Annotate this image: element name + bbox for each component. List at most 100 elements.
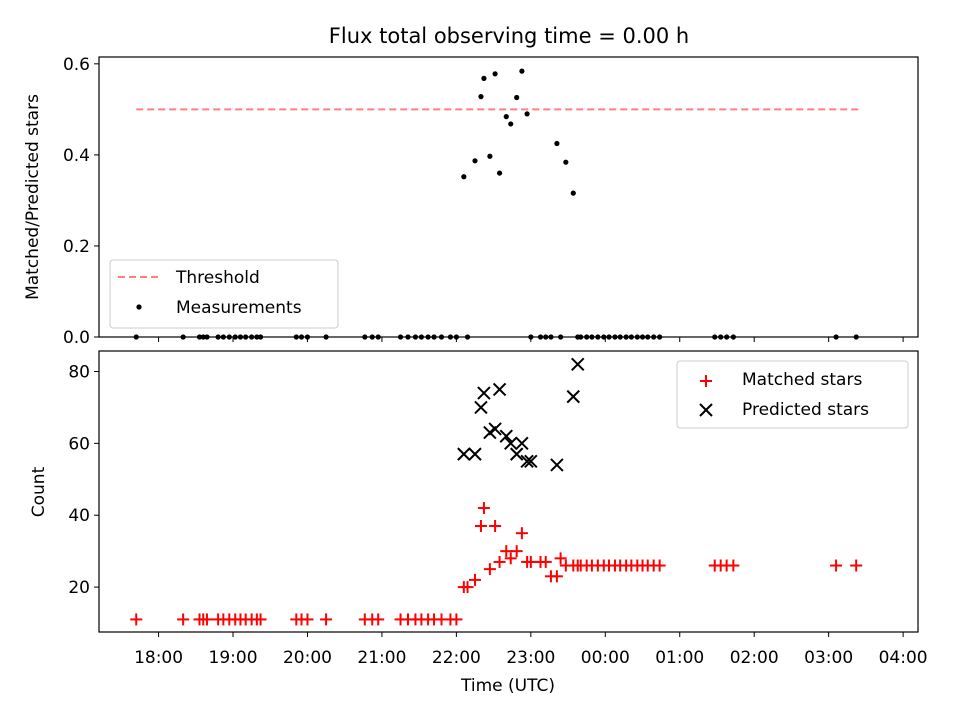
predicted-stars-point (550, 458, 564, 472)
time-x-tick-label: 18:00 (134, 648, 183, 668)
count-panel-frame (98, 350, 919, 633)
measurements-legend-label: Measurements (176, 298, 302, 318)
predicted-stars-point (492, 382, 507, 397)
time-x-tick-label: 21:00 (357, 648, 406, 668)
ratio-y-tick-label: 0.0 (63, 328, 90, 348)
count-marks (130, 357, 863, 626)
matched-stars-point (177, 613, 190, 626)
predicted-stars-point (457, 447, 471, 461)
matched-stars-point (200, 613, 213, 626)
measurement-point (519, 68, 525, 74)
ratio-panel: 0.0 0.2 0.4 0.6 Matched/Predicted stars Thr… (23, 55, 919, 348)
matched-legend-swatch (700, 375, 712, 387)
count-legend: Matched stars Predicted stars (676, 360, 909, 429)
measurement-point (503, 114, 509, 120)
count-y-tick-label: 20 (68, 578, 90, 598)
matched-stars-point (515, 527, 528, 540)
ratio-y-tick-label: 0.2 (63, 237, 90, 257)
time-x-tick-label: 23:00 (506, 648, 555, 668)
predicted-stars-point (474, 400, 488, 415)
matched-stars-point (510, 545, 523, 558)
count-y-tick-label: 60 (68, 434, 90, 454)
measurement-point (472, 158, 478, 164)
predicted-stars-point (477, 386, 491, 400)
matched-stars-point (830, 559, 843, 572)
predicted-legend-swatch (699, 403, 713, 417)
measurement-point (524, 111, 530, 117)
matched-stars-point (254, 613, 267, 626)
time-x-tick-label: 04:00 (879, 648, 928, 668)
matched-stars-point (727, 559, 740, 572)
measurement-point (563, 159, 569, 165)
matched-stars-point (850, 559, 863, 572)
matched-stars-point (539, 555, 552, 568)
measurement-point (514, 94, 520, 101)
predicted-stars-point (524, 454, 538, 469)
matched-stars-point (372, 613, 385, 626)
measurement-point (492, 71, 498, 77)
ratio-y-ticks: 0.0 0.2 0.4 0.6 (63, 55, 99, 348)
predicted-legend-label: Predicted stars (742, 400, 869, 420)
predicted-stars-point (468, 447, 482, 461)
figure-title: Flux total observing time = 0.00 h (329, 24, 689, 48)
matched-stars-point (653, 559, 666, 572)
predicted-stars-point (515, 436, 529, 451)
measurement-point (461, 174, 467, 180)
matched-stars-point (500, 545, 513, 558)
matched-stars-point (474, 519, 487, 532)
threshold-legend-label: Threshold (175, 268, 260, 288)
measurement-point (554, 140, 560, 147)
count-y-axis-label: Count (29, 466, 49, 517)
count-x-ticks: 18:00 19:00 20:00 21:00 22:00 23:00 00:00 01:00… (134, 632, 928, 668)
count-y-ticks: 20 40 60 80 (68, 362, 99, 598)
matched-stars-point (477, 502, 490, 515)
measurement-point (487, 153, 493, 159)
ratio-x-ticks (158, 337, 904, 342)
predicted-stars-point (520, 454, 534, 469)
measurements-legend-swatch (136, 304, 142, 310)
matched-stars-point (468, 573, 481, 586)
matched-legend-label: Matched stars (742, 370, 862, 390)
ratio-panel-frame (98, 56, 919, 338)
matched-stars-point (493, 555, 506, 568)
matched-stars-point (130, 613, 143, 626)
measurement-point (496, 170, 503, 176)
ratio-legend-box (109, 259, 339, 329)
ratio-y-tick-label: 0.6 (63, 55, 90, 75)
matched-stars-point (461, 581, 474, 594)
ratio-legend: Threshold Measurements (109, 259, 339, 329)
time-x-axis-label: Time (UTC) (460, 676, 555, 696)
predicted-stars-point (571, 357, 585, 372)
time-x-tick-label: 22:00 (432, 648, 481, 668)
matched-stars-point (550, 570, 563, 583)
count-legend-box (676, 360, 909, 429)
time-x-tick-label: 03:00 (804, 648, 853, 668)
time-x-tick-label: 01:00 (655, 648, 704, 668)
predicted-stars-point (504, 436, 518, 451)
ratio-y-tick-label: 0.4 (63, 146, 90, 166)
ratio-marks (133, 68, 859, 340)
matched-stars-point (504, 552, 517, 565)
matched-stars-point (489, 519, 502, 532)
time-x-tick-label: 19:00 (209, 648, 258, 668)
matched-stars-point (450, 613, 463, 626)
time-x-tick-label: 02:00 (730, 648, 779, 668)
time-x-tick-label: 20:00 (283, 648, 332, 668)
count-panel: 20 40 60 80 18:00 19:00 20:00 21:00 22:00 23:00 0… (29, 350, 928, 696)
matched-stars-point (554, 552, 567, 565)
measurement-point (481, 75, 487, 81)
ratio-y-axis-label: Matched/Predicted stars (23, 94, 43, 300)
measurement-point (508, 121, 514, 127)
matched-stars-point (320, 613, 333, 626)
predicted-stars-point (499, 429, 513, 443)
measurement-point (478, 94, 484, 100)
matched-stars-point (483, 563, 496, 576)
count-y-tick-label: 80 (68, 362, 90, 382)
predicted-stars-point (509, 447, 524, 461)
count-y-tick-label: 40 (68, 506, 90, 526)
measurement-point (570, 190, 576, 196)
predicted-stars-point (566, 389, 580, 404)
matched-stars-point (301, 613, 314, 626)
